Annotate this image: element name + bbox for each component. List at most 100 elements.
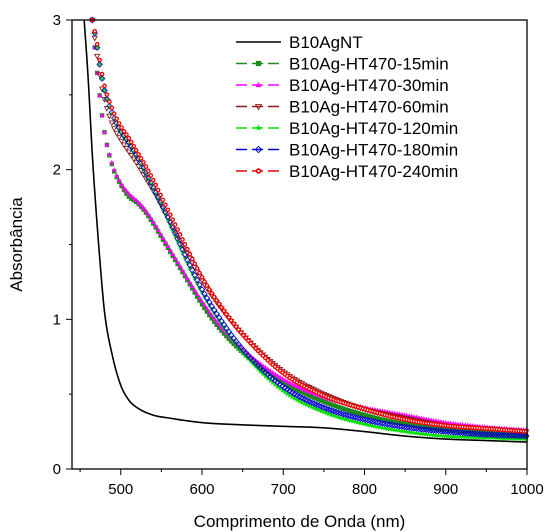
data-point [331,403,336,408]
data-point [401,423,408,431]
data-point [126,190,132,196]
data-point [474,430,481,438]
data-point [382,417,388,423]
legend-item-ht470-30min: B10Ag-HT470-30min [236,76,449,95]
data-point [433,426,439,432]
y-tick-label: 1 [53,311,61,328]
data-point [493,431,501,439]
data-point [192,287,198,292]
data-point [189,283,195,289]
data-point [262,373,269,379]
data-point [203,294,211,302]
data-point [292,386,297,391]
data-point [279,382,286,390]
data-point [455,433,461,440]
data-point [294,397,300,403]
data-point [418,425,425,433]
data-point [277,377,283,383]
legend-label: B10Ag-HT470-30min [289,76,449,95]
data-point [141,205,146,210]
data-point [326,401,331,406]
data-point [432,427,440,434]
data-point [435,432,442,438]
data-point [455,429,461,434]
data-point [289,394,295,400]
data-point [219,325,224,330]
data-point [269,379,276,386]
legend: B10AgNT B10Ag-HT470-15min B10Ag-HT470-30mi… [236,33,458,181]
data-point [265,366,271,372]
data-point [449,428,457,436]
data-point [476,430,484,438]
data-point [453,428,458,434]
data-point [111,126,118,133]
data-point [207,312,212,318]
data-point [297,388,302,394]
data-point [216,325,222,330]
data-point [186,261,194,269]
data-point [172,255,178,261]
data-point [160,235,166,240]
data-point [383,420,391,428]
data-point [469,430,476,438]
data-point [208,302,216,310]
data-point [389,419,395,424]
data-point [233,344,239,349]
data-point [272,381,278,388]
data-point [447,428,454,436]
data-point [111,116,117,123]
data-point [171,229,179,237]
data-point [486,431,493,439]
data-point [333,404,339,409]
data-point [123,145,130,152]
data-point [336,404,341,410]
data-point [204,309,210,314]
data-point [503,432,510,439]
legend-item-ht470-120min: B10Ag-HT470-120min [236,119,458,138]
data-point [375,416,380,421]
data-point [425,426,432,434]
data-point [128,193,134,198]
data-point [133,197,139,203]
data-point [152,191,159,197]
data-point [188,266,196,274]
data-point [340,415,347,422]
data-point [294,383,300,389]
data-point [301,400,308,407]
data-point [129,196,134,201]
data-point [101,87,108,93]
data-point [353,410,358,415]
data-point [321,409,327,415]
data-point [175,259,181,265]
data-point [165,243,171,249]
data-point [403,424,411,431]
data-point [408,424,415,432]
data-point [406,429,412,435]
data-point [275,376,280,381]
data-point [174,235,181,242]
data-point [284,378,290,384]
data-point [484,430,490,436]
data-point [316,397,322,402]
data-point [131,195,137,200]
data-point [500,432,508,439]
data-point [465,429,470,435]
y-axis-label: Absorbância [7,197,26,292]
data-point [116,177,122,183]
data-point [194,294,200,299]
data-point [155,227,161,232]
data-point [355,411,361,416]
data-point [297,384,302,390]
data-point [307,393,312,398]
legend-label: B10Ag-HT470-240min [289,162,458,181]
data-point [450,428,456,434]
data-point [191,271,198,279]
data-point [102,129,107,135]
data-point [194,291,200,296]
data-point [104,96,110,102]
data-point [113,122,120,128]
data-point [443,427,448,433]
data-point [483,431,491,438]
data-point [370,415,375,420]
